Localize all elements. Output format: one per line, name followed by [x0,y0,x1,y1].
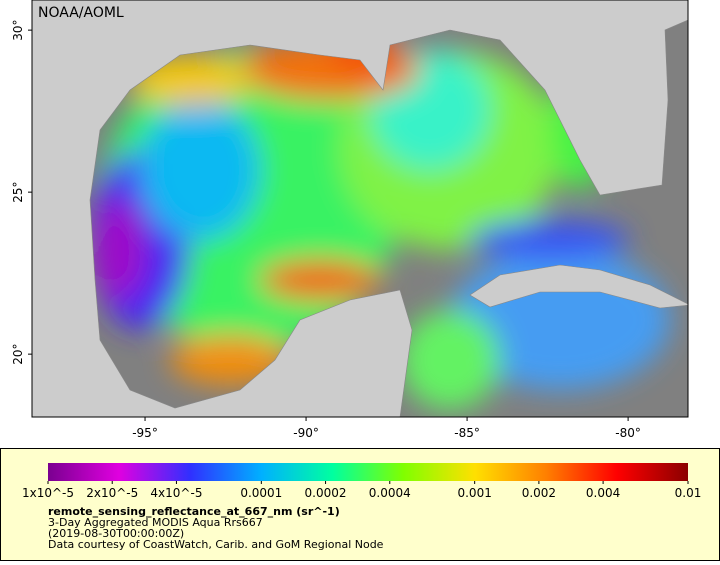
map-area: NOAA/AOML [32,0,688,417]
colorbar-tick-label: 0.002 [522,486,556,500]
map-frame [31,0,689,418]
colorbar-tick-label: 2x10^-5 [86,486,138,500]
colorbar-tick-label: 0.004 [586,486,620,500]
y-tick-label: 25° [11,181,25,202]
colorbar [48,463,688,481]
x-tick-label: -80° [615,426,641,440]
legend-line: 3-Day Aggregated MODIS Aqua Rrs667 [48,516,263,529]
land-cuba [469,264,688,309]
y-tick-label: 30° [11,19,25,40]
y-tick-label: 20° [11,344,25,365]
colorbar-tick-label: 4x10^-5 [150,486,202,500]
legend-title: remote_sensing_reflectance_at_667_nm (sr… [48,505,340,518]
colorbar-tick-label: 0.01 [675,486,702,500]
x-tick-label: -90° [293,426,319,440]
colorbar-tick-label: 0.0001 [240,486,282,500]
legend-line: Data courtesy of CoastWatch, Carib. and … [48,538,384,551]
source-label: NOAA/AOML [38,5,124,21]
colorbar-tick-label: 0.0004 [369,486,411,500]
colorbar-tick-label: 1x10^-5 [22,486,74,500]
colorbar-tick-label: 0.0002 [305,486,347,500]
x-tick-label: -95° [132,426,158,440]
colorbar-tick-label: 0.001 [457,486,491,500]
label-bg [36,3,134,23]
x-tick-label: -85° [454,426,480,440]
legend-line: (2019-08-30T00:00:00Z) [48,527,184,540]
land [32,0,688,417]
